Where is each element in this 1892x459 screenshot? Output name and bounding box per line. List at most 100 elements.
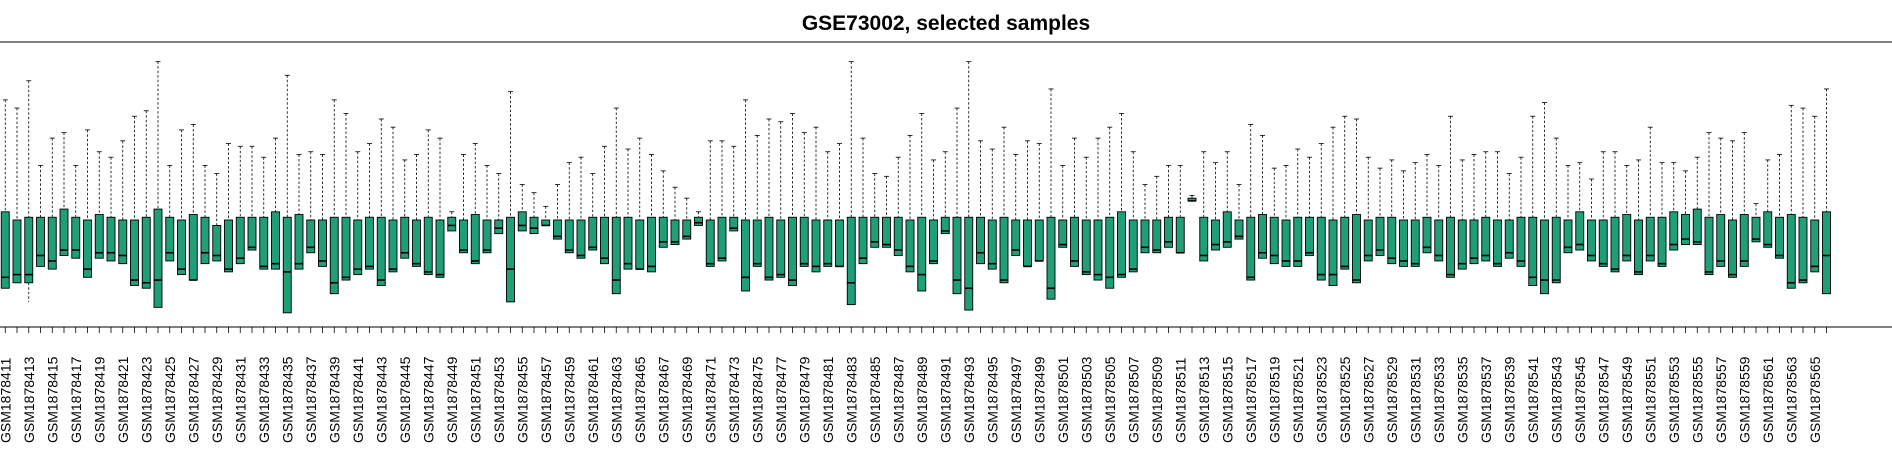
box-GSM1878470 bbox=[694, 211, 703, 226]
box-GSM1878555 bbox=[1692, 156, 1702, 246]
box-body bbox=[12, 219, 22, 284]
box-GSM1878464 bbox=[623, 148, 633, 270]
box-GSM1878523 bbox=[1316, 143, 1326, 281]
x-tick-label: GSM1878477 bbox=[773, 356, 789, 443]
box-GSM1878495 bbox=[987, 148, 997, 270]
box-GSM1878466 bbox=[647, 154, 656, 273]
box-body bbox=[153, 208, 163, 308]
box-GSM1878538 bbox=[1493, 151, 1502, 267]
x-tick-label: GSM1878421 bbox=[115, 356, 131, 443]
box-GSM1878458 bbox=[553, 184, 562, 240]
box-GSM1878561 bbox=[1763, 159, 1773, 248]
box-body bbox=[1775, 216, 1784, 259]
box-GSM1878455 bbox=[517, 184, 527, 232]
box-GSM1878487 bbox=[893, 156, 903, 256]
x-tick-label: GSM1878445 bbox=[397, 356, 413, 443]
box-body bbox=[83, 219, 92, 278]
x-tick-label: GSM1878495 bbox=[984, 356, 1000, 443]
box-body bbox=[1269, 216, 1279, 265]
x-tick-label: GSM1878435 bbox=[279, 356, 295, 443]
box-body bbox=[1293, 216, 1303, 267]
x-tick-label: GSM1878433 bbox=[256, 356, 272, 443]
box-body bbox=[694, 216, 703, 226]
box-GSM1878564 bbox=[1798, 107, 1808, 284]
box-GSM1878514 bbox=[1211, 162, 1220, 251]
x-tick-label: GSM1878511 bbox=[1172, 357, 1188, 443]
box-body bbox=[71, 216, 81, 259]
box-GSM1878528 bbox=[1375, 167, 1385, 256]
box-GSM1878451 bbox=[470, 143, 480, 265]
box-GSM1878471 bbox=[705, 140, 715, 267]
box-GSM1878449 bbox=[447, 211, 457, 232]
box-GSM1878459 bbox=[564, 162, 574, 254]
box-body bbox=[294, 214, 304, 270]
box-GSM1878505 bbox=[1105, 126, 1115, 289]
x-tick-label: GSM1878535 bbox=[1454, 356, 1470, 443]
box-body bbox=[247, 216, 257, 251]
x-tick-label: GSM1878411 bbox=[0, 357, 13, 443]
box-GSM1878518 bbox=[1258, 134, 1267, 259]
x-tick-label: GSM1878517 bbox=[1243, 356, 1259, 443]
box-body bbox=[1046, 216, 1056, 300]
box-GSM1878419 bbox=[94, 151, 104, 259]
box-GSM1878556 bbox=[1704, 132, 1714, 276]
box-body bbox=[1211, 219, 1220, 251]
x-tick-label: GSM1878561 bbox=[1760, 356, 1776, 443]
box-body bbox=[1728, 219, 1737, 278]
x-tick-label: GSM1878501 bbox=[1055, 356, 1071, 443]
x-tick-label: GSM1878547 bbox=[1595, 356, 1611, 443]
x-tick-label: GSM1878529 bbox=[1384, 356, 1400, 443]
box-GSM1878557 bbox=[1716, 137, 1726, 267]
box-GSM1878454 bbox=[506, 91, 515, 303]
box-body bbox=[1058, 219, 1068, 248]
box-body bbox=[717, 216, 727, 262]
box-GSM1878456 bbox=[529, 192, 539, 235]
x-tick-label: GSM1878559 bbox=[1736, 356, 1752, 443]
box-GSM1878499 bbox=[1034, 143, 1044, 262]
box-body bbox=[858, 216, 868, 265]
box-body bbox=[1587, 219, 1596, 262]
box-body bbox=[1645, 216, 1655, 262]
box-GSM1878445 bbox=[400, 159, 410, 259]
box-GSM1878566 bbox=[1822, 88, 1831, 295]
box-body bbox=[459, 219, 468, 254]
box-GSM1878457 bbox=[541, 205, 551, 227]
box-body bbox=[1434, 219, 1444, 262]
box-GSM1878414 bbox=[36, 164, 45, 267]
box-GSM1878559 bbox=[1739, 132, 1749, 267]
box-body bbox=[846, 216, 856, 306]
box-GSM1878494 bbox=[976, 140, 985, 265]
box-body bbox=[1363, 219, 1373, 262]
x-tick-label: GSM1878439 bbox=[326, 356, 342, 443]
x-tick-label: GSM1878563 bbox=[1783, 356, 1799, 443]
box-GSM1878508 bbox=[1140, 184, 1150, 254]
x-tick-label: GSM1878489 bbox=[914, 356, 930, 443]
box-GSM1878411 bbox=[0, 99, 10, 289]
box-GSM1878548 bbox=[1610, 151, 1620, 273]
box-body bbox=[1140, 219, 1150, 254]
box-GSM1878493 bbox=[964, 61, 974, 311]
x-tick-label: GSM1878453 bbox=[491, 356, 507, 443]
box-GSM1878532 bbox=[1422, 154, 1432, 254]
box-GSM1878452 bbox=[482, 164, 492, 254]
box-GSM1878510 bbox=[1164, 164, 1173, 248]
x-tick-label: GSM1878417 bbox=[68, 356, 84, 443]
x-tick-label: GSM1878487 bbox=[890, 356, 906, 443]
box-body bbox=[1340, 216, 1350, 270]
x-tick-label: GSM1878515 bbox=[1219, 356, 1235, 443]
box-body bbox=[1551, 216, 1561, 284]
box-GSM1878430 bbox=[224, 143, 233, 273]
box-GSM1878425 bbox=[165, 164, 175, 262]
box-GSM1878521 bbox=[1293, 148, 1303, 267]
box-GSM1878462 bbox=[600, 145, 609, 265]
x-tick-label: GSM1878471 bbox=[702, 356, 718, 443]
box-GSM1878479 bbox=[799, 132, 809, 267]
box-body bbox=[1081, 219, 1091, 276]
box-body bbox=[658, 216, 668, 248]
x-tick-label: GSM1878419 bbox=[91, 356, 107, 443]
x-tick-label: GSM1878497 bbox=[1008, 356, 1024, 443]
box-GSM1878504 bbox=[1093, 137, 1103, 281]
box-body bbox=[1152, 219, 1162, 254]
box-GSM1878525 bbox=[1340, 115, 1350, 270]
x-tick-label: GSM1878415 bbox=[44, 356, 60, 443]
